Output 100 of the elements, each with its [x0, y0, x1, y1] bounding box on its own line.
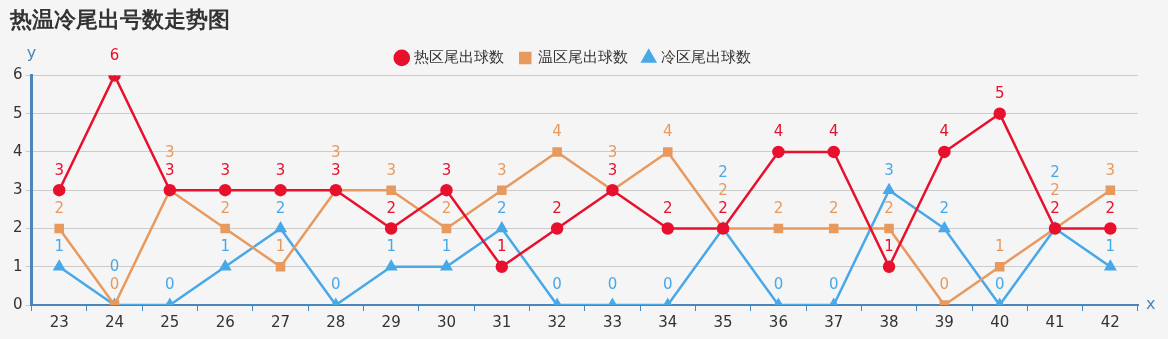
data-label: 3 — [54, 160, 64, 179]
point — [552, 147, 562, 157]
data-label: 0 — [773, 275, 784, 294]
data-label: 0 — [662, 275, 673, 294]
data-label: 1 — [994, 237, 1005, 256]
x-tick-label: 26 — [215, 312, 235, 331]
data-label: 2 — [497, 198, 507, 217]
y-tick-label: 5 — [13, 103, 23, 122]
y-tick-label: 3 — [13, 180, 23, 199]
point — [275, 261, 286, 272]
point — [496, 222, 508, 233]
point — [440, 183, 453, 197]
x-tick-label: 31 — [492, 312, 512, 331]
data-label: 2 — [662, 198, 673, 217]
x-tick-label: 25 — [160, 312, 180, 331]
legend-label: 热区尾出球数 — [414, 47, 505, 66]
data-label: 1 — [220, 237, 230, 256]
data-label: 3 — [497, 160, 507, 179]
x-tick-label: 23 — [49, 312, 69, 331]
data-label: 2 — [718, 180, 728, 199]
x-tick-label: 33 — [602, 312, 622, 331]
data-label: 1 — [1105, 237, 1116, 256]
data-label: 0 — [552, 275, 562, 294]
x-tick-label: 29 — [381, 312, 401, 331]
data-label: 0 — [109, 257, 120, 276]
data-label: 2 — [552, 198, 562, 217]
x-tick-label: 38 — [879, 312, 899, 331]
data-label: 2 — [828, 198, 839, 217]
point — [661, 222, 675, 235]
point — [938, 222, 950, 233]
data-label: 0 — [165, 275, 175, 294]
data-label: 3 — [386, 160, 396, 179]
x-tick-label: 30 — [436, 312, 457, 331]
data-label: 4 — [828, 122, 839, 141]
point — [274, 183, 287, 197]
data-label: 0 — [331, 275, 341, 294]
data-label: 2 — [718, 162, 728, 181]
point — [54, 223, 64, 234]
x-tick-label: 37 — [824, 312, 844, 331]
data-label: 4 — [939, 122, 950, 141]
data-label: 4 — [773, 122, 784, 141]
data-label: 2 — [718, 198, 728, 217]
x-axis-title: x — [1146, 294, 1156, 314]
data-label: 3 — [607, 160, 618, 179]
data-label: 0 — [828, 275, 839, 294]
point — [827, 145, 840, 159]
data-label: 4 — [552, 122, 562, 141]
data-label: 2 — [773, 198, 784, 217]
data-label: 1 — [386, 237, 396, 256]
point — [219, 260, 231, 271]
point — [218, 183, 232, 197]
data-label: 3 — [275, 160, 286, 179]
data-label: 1 — [497, 237, 507, 256]
data-label: 2 — [386, 198, 396, 217]
point — [385, 260, 397, 271]
point — [440, 260, 453, 271]
x-tick-label: 34 — [658, 312, 678, 331]
data-label: 3 — [607, 142, 618, 161]
y-tick-label: 6 — [13, 65, 23, 84]
point — [495, 260, 509, 273]
point — [828, 223, 839, 234]
point — [274, 222, 287, 233]
point — [441, 223, 452, 234]
data-label: 0 — [607, 275, 618, 294]
data-label: 3 — [884, 160, 894, 179]
x-tick-label: 32 — [547, 312, 567, 331]
legend-label: 温区尾出球数 — [537, 47, 628, 66]
point — [884, 223, 894, 234]
data-label: 4 — [662, 122, 673, 141]
point — [938, 145, 951, 159]
data-label: 1 — [275, 237, 286, 256]
x-tick-label: 27 — [270, 312, 291, 331]
data-label: 3 — [165, 142, 175, 161]
x-tick-label: 35 — [713, 312, 733, 331]
data-label: 0 — [939, 275, 950, 294]
data-label: 6 — [109, 45, 120, 64]
data-label: 5 — [994, 84, 1005, 103]
data-label: 1 — [884, 237, 894, 256]
data-label: 0 — [994, 275, 1005, 294]
point — [1104, 260, 1116, 271]
y-tick-label: 2 — [13, 218, 23, 237]
data-label: 3 — [220, 160, 230, 179]
data-label: 2 — [220, 198, 230, 217]
data-label: 2 — [275, 198, 286, 217]
data-label: 2 — [884, 198, 894, 217]
data-label: 1 — [441, 237, 452, 256]
data-label: 2 — [1105, 198, 1116, 217]
point — [662, 147, 673, 157]
point — [883, 183, 895, 194]
y-tick-label: 0 — [13, 294, 23, 313]
x-tick-label: 24 — [104, 312, 125, 331]
data-label: 2 — [1050, 180, 1060, 199]
data-label: 1 — [54, 237, 64, 256]
x-tick-label: 39 — [934, 312, 954, 331]
point — [1105, 185, 1116, 195]
data-label: 3 — [331, 142, 341, 161]
data-label: 3 — [441, 160, 452, 179]
data-label: 2 — [939, 198, 950, 217]
point — [53, 260, 65, 271]
legend-label: 冷区尾出球数 — [661, 47, 752, 66]
